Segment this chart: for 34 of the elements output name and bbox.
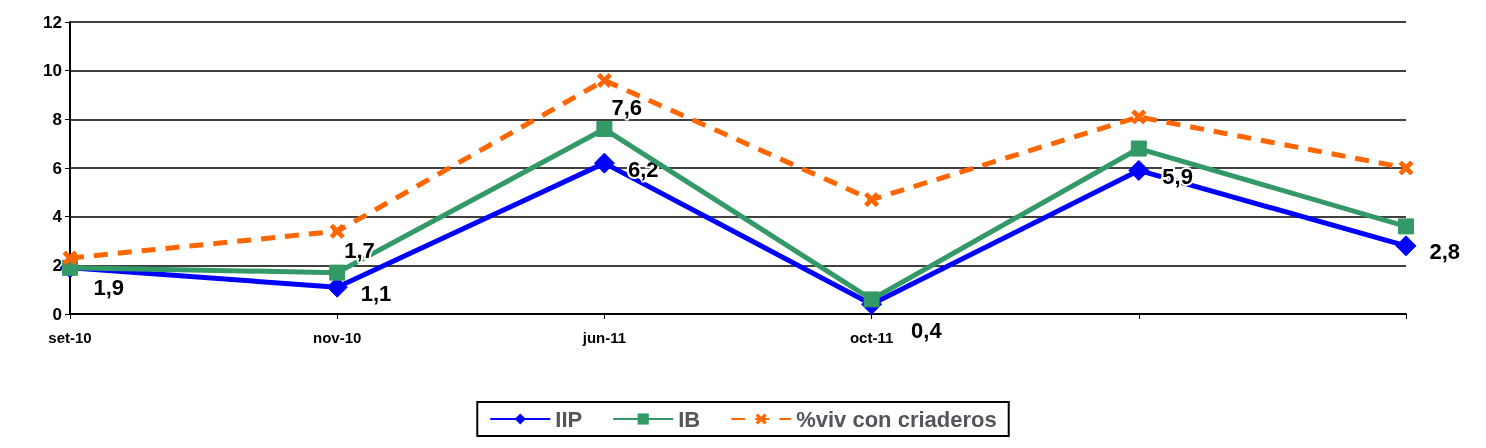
- x-tick-label: oct-11: [849, 329, 894, 346]
- point: [864, 192, 880, 208]
- point: [863, 291, 880, 308]
- data-label: 2,8: [1429, 239, 1461, 265]
- point: [593, 152, 615, 174]
- x-tick-label: nov-10: [313, 329, 362, 346]
- point: [1398, 160, 1414, 176]
- point: [1130, 140, 1147, 157]
- y-tick-label: 10: [43, 61, 62, 81]
- y-tick-label: 2: [52, 255, 62, 275]
- point: [1398, 218, 1414, 235]
- point: [596, 72, 612, 88]
- point: [596, 121, 613, 138]
- point: [329, 223, 345, 239]
- data-label: 1,9: [93, 275, 125, 301]
- legend-label: IB: [678, 406, 701, 432]
- y-tick-label: 12: [43, 12, 62, 32]
- x-tick-label: jun-11: [581, 329, 627, 346]
- point: [329, 264, 346, 281]
- y-tick-label: 6: [52, 158, 62, 178]
- y-tick-label: 4: [52, 207, 63, 227]
- point: [1395, 235, 1417, 257]
- y-tick-label: 8: [52, 109, 62, 129]
- data-label: 1,7: [344, 238, 375, 264]
- legend-label: IIP: [555, 406, 583, 432]
- data-label: 7,6: [611, 94, 642, 120]
- point: [1131, 109, 1147, 125]
- data-label: 0,4: [911, 317, 943, 343]
- y-tick-label: 0: [52, 304, 62, 324]
- point: [62, 250, 78, 266]
- x-tick-label: set-10: [48, 329, 92, 346]
- point: [1128, 159, 1150, 181]
- legend-label: %viv con criaderos: [796, 406, 997, 432]
- data-label: 1,1: [360, 280, 392, 306]
